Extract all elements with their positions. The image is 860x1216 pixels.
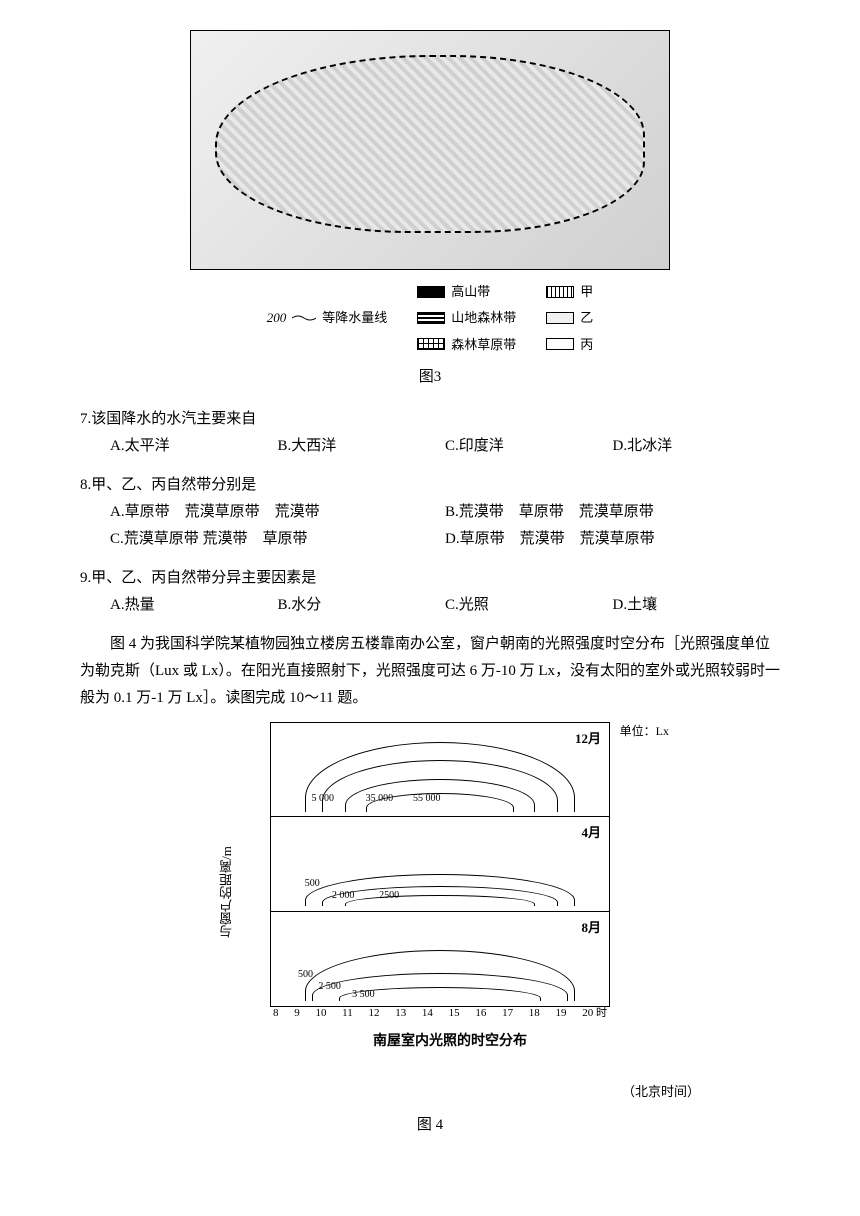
legend-item: 高山带 [417,280,516,303]
question-options: A.草原带 荒漠草原带 荒漠带 B.荒漠带 草原带 荒漠草原带 C.荒漠草原带 … [80,499,780,553]
figure-3-container: 200 等降水量线 高山带 山地森林带 森林草原带 甲 乙 丙 图3 [80,30,780,391]
chart-panel-dec: 12月 单位：Lx 5 000 35 000 55 000 [270,722,610,817]
question-text: 7.该国降水的水汽主要来自 [80,406,780,433]
figure-3-label: 图3 [80,364,780,391]
question-options: A.热量 B.水分 C.光照 D.土壤 [80,592,780,619]
isoline-legend: 200 等降水量线 [267,280,388,356]
legend-item: 丙 [546,333,593,356]
option-b: B.荒漠带 草原带 荒漠草原带 [445,499,780,526]
x-axis-label: 南屋室内光照的时空分布 [220,1029,640,1054]
isoline-label: 等降水量线 [322,306,387,329]
figure-4-label: 图 4 [80,1112,780,1139]
option-c: C.印度洋 [445,433,613,460]
option-a: A.热量 [110,592,278,619]
question-text: 9.甲、乙、丙自然带分异主要因素是 [80,565,780,592]
legend-item: 森林草原带 [417,333,516,356]
question-8: 8.甲、乙、丙自然带分别是 A.草原带 荒漠草原带 荒漠带 B.荒漠带 草原带 … [80,472,780,553]
option-b: B.水分 [278,592,446,619]
question-options: A.太平洋 B.大西洋 C.印度洋 D.北冰洋 [80,433,780,460]
option-d: D.北冰洋 [613,433,781,460]
y-axis-label: 与窗户的距离/m [215,846,238,938]
option-c: C.荒漠草原带 荒漠带 草原带 [110,526,445,553]
option-d: D.土壤 [613,592,781,619]
chart-figure-4: 与窗户的距离/m 12月 单位：Lx 5 000 35 000 55 000 4… [220,722,640,1062]
option-a: A.太平洋 [110,433,278,460]
legend-item: 乙 [546,306,593,329]
legend-item: 山地森林带 [417,306,516,329]
question-9: 9.甲、乙、丙自然带分异主要因素是 A.热量 B.水分 C.光照 D.土壤 [80,565,780,619]
question-7: 7.该国降水的水汽主要来自 A.太平洋 B.大西洋 C.印度洋 D.北冰洋 [80,406,780,460]
legend-item: 甲 [546,280,593,303]
chart-panel-apr: 4月 500 2 000 2500 [270,817,610,912]
x-axis-ticks: 891011121314151617181920 时 [271,1004,609,1024]
figure-4-container: 与窗户的距离/m 12月 单位：Lx 5 000 35 000 55 000 4… [80,722,780,1138]
beijing-time-note: （北京时间） [80,1080,780,1103]
map-figure-3 [190,30,670,270]
figure-3-legend: 200 等降水量线 高山带 山地森林带 森林草原带 甲 乙 丙 [80,280,780,356]
chart-panel-aug: 8月 500 2 500 3 500 891011121314151617181… [270,912,610,1007]
intro-paragraph: 图 4 为我国科学院某植物园独立楼房五楼靠南办公室，窗户朝南的光照强度时空分布［… [80,631,780,712]
option-d: D.草原带 荒漠带 荒漠草原带 [445,526,780,553]
question-text: 8.甲、乙、丙自然带分别是 [80,472,780,499]
option-c: C.光照 [445,592,613,619]
option-b: B.大西洋 [278,433,446,460]
option-a: A.草原带 荒漠草原带 荒漠带 [110,499,445,526]
